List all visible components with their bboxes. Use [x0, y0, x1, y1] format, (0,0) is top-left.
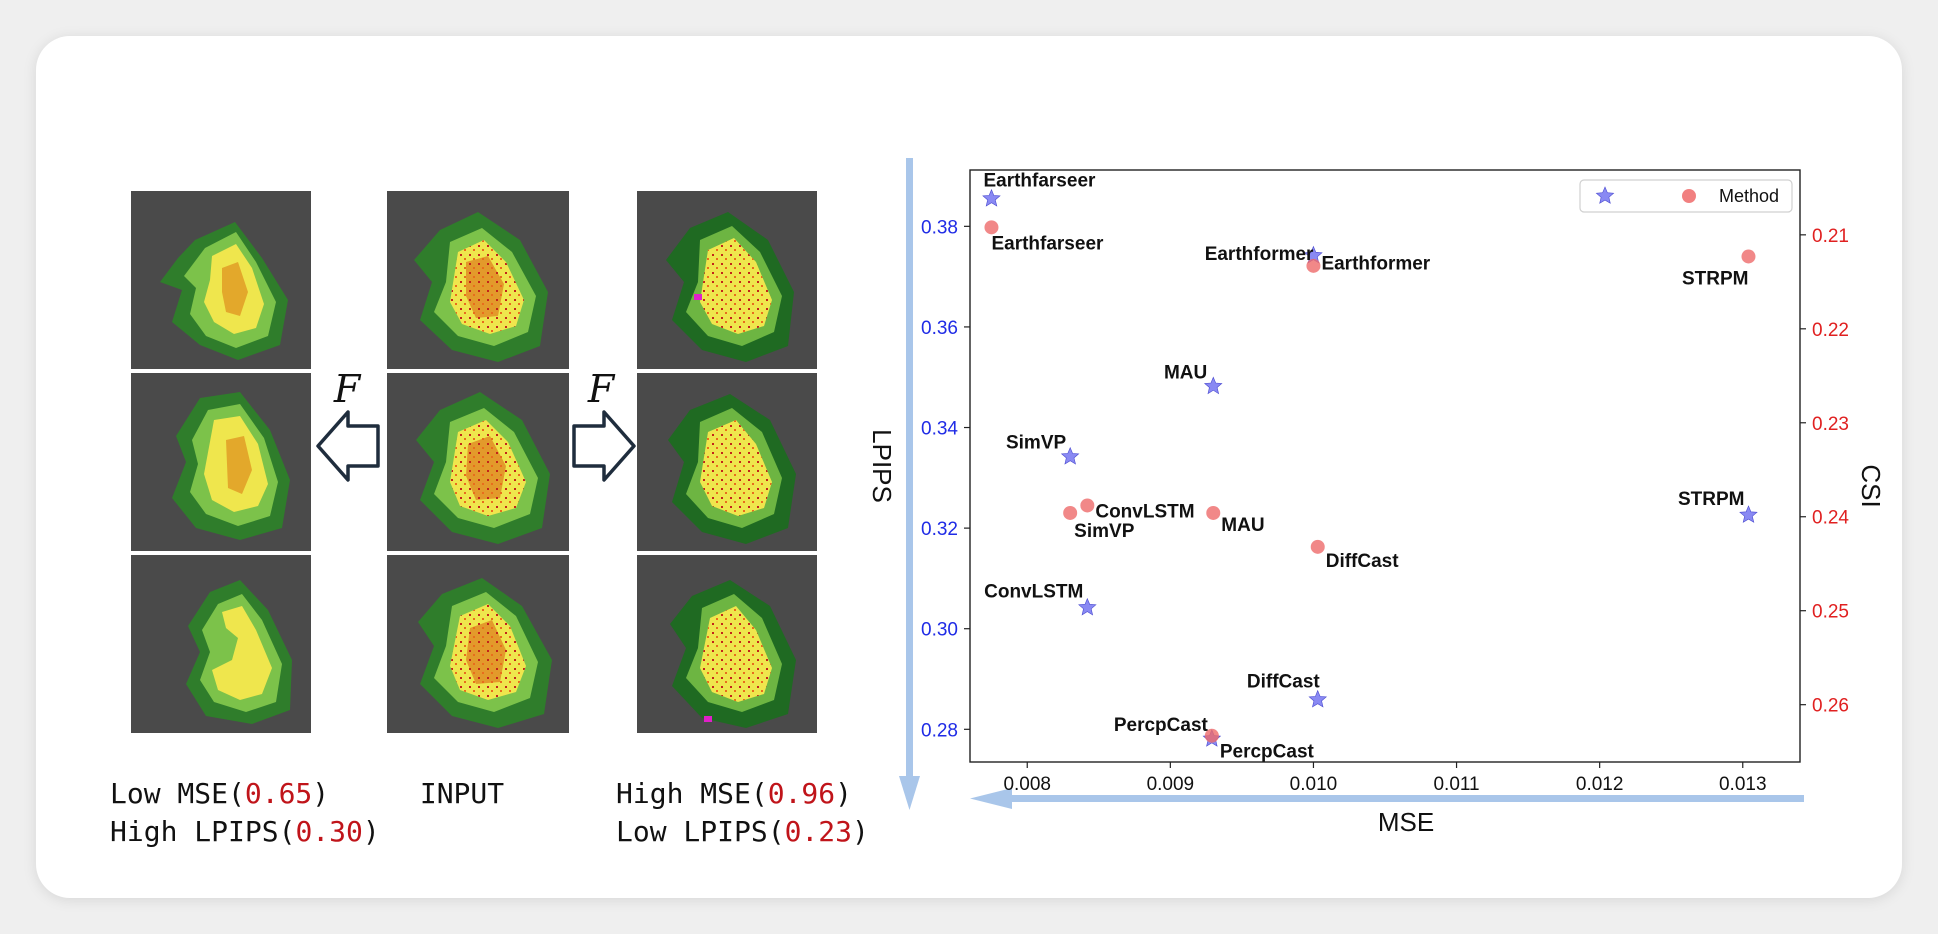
- y-left-tick-label: 0.28: [921, 720, 958, 741]
- input-column: [385, 189, 571, 735]
- left-smooth-column: [129, 189, 313, 735]
- csi-circle-marker: [1063, 505, 1078, 520]
- y-left-tick-label: 0.30: [921, 620, 958, 641]
- radar-tile: [129, 371, 313, 553]
- lpips-direction-arrow: [899, 158, 920, 810]
- y-right-tick-label: 0.22: [1812, 320, 1849, 341]
- right-caption-line1: High MSE(0.96): [616, 777, 852, 810]
- point-labels: EarthfarseerEarthformerMAUSimVPConvLSTMD…: [983, 171, 1748, 763]
- y-left-tick-label: 0.34: [921, 419, 958, 440]
- point-label: DiffCast: [1326, 551, 1400, 572]
- csi-circle-marker: [1306, 258, 1321, 273]
- lpips-star-marker: [1078, 597, 1097, 616]
- x-tick-label: 0.008: [1003, 774, 1051, 795]
- x-tick-label: 0.010: [1290, 774, 1338, 795]
- csi-circle-marker: [1080, 498, 1095, 513]
- radar-tile: [385, 189, 571, 371]
- y-right-axis-title: CSI: [1856, 464, 1886, 507]
- radar-tile: [635, 189, 819, 371]
- radar-tile: [129, 553, 313, 735]
- point-label: Earthfarseer: [991, 233, 1104, 254]
- point-label: ConvLSTM: [1095, 501, 1194, 522]
- right-arrow: F: [572, 367, 636, 482]
- lpips-star-marker: [982, 188, 1001, 207]
- csi-circle-marker: [984, 220, 999, 235]
- point-label: MAU: [1164, 362, 1207, 383]
- lpips-star-marker: [1308, 689, 1328, 708]
- point-label: MAU: [1221, 515, 1264, 536]
- point-label: STRPM: [1678, 489, 1745, 510]
- y-right-tick-label: 0.23: [1812, 414, 1849, 435]
- point-label: PercpCast: [1114, 715, 1209, 736]
- y-left-tick-label: 0.38: [921, 217, 958, 238]
- lpips-star-marker: [1203, 376, 1223, 395]
- y-axis-left: 0.28 0.30 0.32 0.34 0.36 0.38: [921, 217, 970, 741]
- x-tick-label: 0.011: [1433, 774, 1479, 795]
- radar-tile: [635, 553, 819, 735]
- y-left-tick-label: 0.36: [921, 318, 958, 339]
- y-axis-right: 0.21 0.22 0.23 0.24 0.25 0.26: [1800, 226, 1849, 717]
- x-tick-label: 0.013: [1719, 774, 1767, 795]
- point-label: DiffCast: [1247, 672, 1321, 693]
- left-arrow-label: F: [333, 367, 362, 411]
- lpips-star-marker: [1739, 505, 1758, 523]
- legend: Method: [1579, 179, 1793, 213]
- x-tick-label: 0.009: [1147, 774, 1195, 795]
- point-label: ConvLSTM: [984, 582, 1083, 603]
- data-markers: [982, 188, 1758, 747]
- y-right-tick-label: 0.21: [1812, 226, 1849, 247]
- x-tick-label: 0.012: [1576, 774, 1624, 795]
- radar-tile: [385, 553, 571, 735]
- x-axis-title: MSE: [1378, 807, 1434, 837]
- left-caption-line2: High LPIPS(0.30): [110, 815, 380, 848]
- csi-circle-marker: [1741, 249, 1756, 264]
- y-right-tick-label: 0.25: [1812, 602, 1849, 623]
- mse-direction-arrow: [970, 788, 1804, 809]
- point-label: Earthformer: [1321, 254, 1430, 275]
- y-right-tick-label: 0.24: [1812, 508, 1849, 529]
- legend-label: Method: [1719, 186, 1779, 206]
- plot-frame: [969, 169, 1801, 763]
- csi-circle-marker: [1204, 728, 1219, 743]
- y-left-axis-title: LPIPS: [867, 429, 897, 503]
- point-label: SimVP: [1006, 433, 1067, 454]
- right-sharp-column: [635, 189, 819, 735]
- point-label: Earthfarseer: [983, 171, 1096, 192]
- radar-tile: [385, 371, 571, 553]
- right-arrow-label: F: [587, 367, 616, 411]
- csi-circle-marker: [1310, 539, 1325, 554]
- radar-tile: [129, 189, 313, 371]
- left-caption-line1: Low MSE(0.65): [110, 777, 329, 810]
- point-label: PercpCast: [1220, 742, 1315, 763]
- y-left-tick-label: 0.32: [921, 519, 958, 540]
- x-axis: 0.008 0.009 0.010 0.011 0.012 0.013: [1003, 762, 1767, 795]
- left-arrow: F: [316, 367, 380, 482]
- radar-tile: [635, 371, 819, 553]
- point-label: SimVP: [1074, 521, 1135, 542]
- scatter-chart: 0.008 0.009 0.010 0.011 0.012 0.013 0.280.300…: [867, 158, 1886, 837]
- legend-circle-marker: [1682, 189, 1696, 203]
- y-right-tick-label: 0.26: [1812, 696, 1849, 717]
- point-label: Earthformer: [1205, 244, 1314, 265]
- right-caption-line2: Low LPIPS(0.23): [616, 815, 869, 848]
- lpips-star-marker: [1060, 446, 1080, 465]
- legend-star-marker: [1595, 186, 1615, 204]
- input-caption: INPUT: [420, 777, 504, 810]
- csi-circle-marker: [1206, 505, 1221, 520]
- point-label: STRPM: [1682, 268, 1749, 289]
